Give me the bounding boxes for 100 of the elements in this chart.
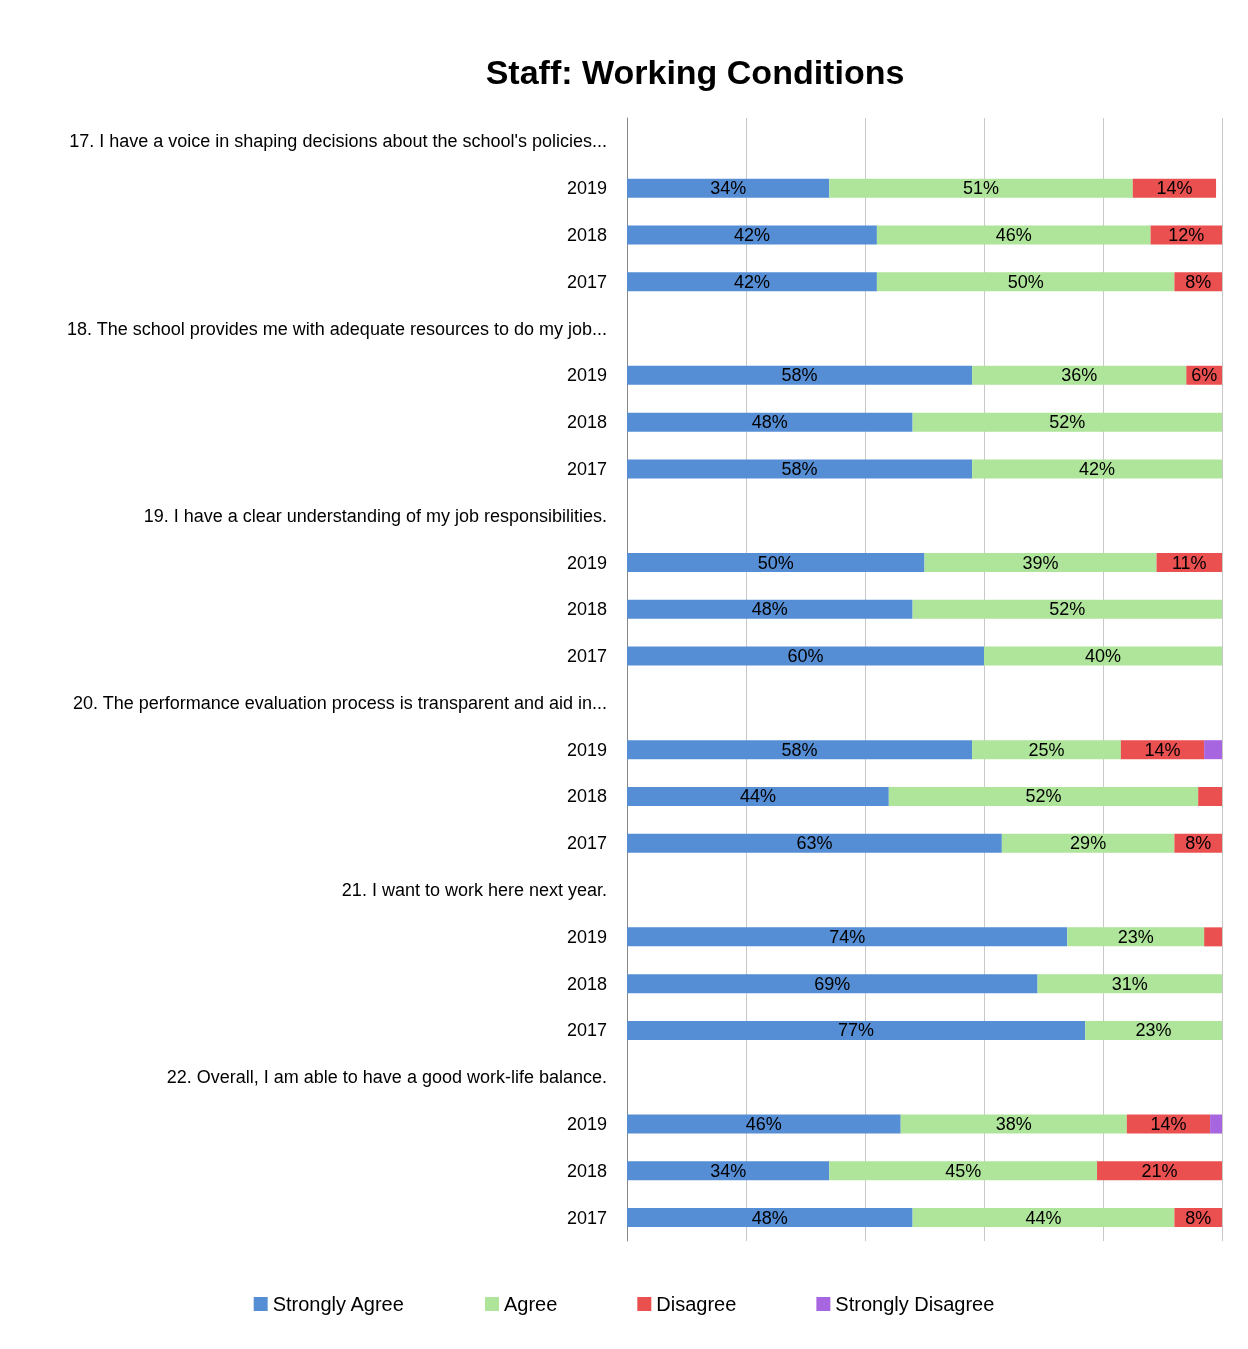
data-label: 51% <box>963 178 1000 199</box>
legend-label: Agree <box>503 1293 558 1315</box>
y-tick-label: 17. I have a voice in shaping decisions about the school's policies... <box>69 131 607 152</box>
chart-title: Staff: Working Conditions <box>485 53 905 91</box>
data-label: 34% <box>710 178 747 199</box>
bar <box>627 786 889 806</box>
data-label: 48% <box>751 1207 788 1228</box>
data-label: 63% <box>796 833 833 854</box>
y-tick-label: 2018 <box>566 412 607 433</box>
y-tick-label: 2017 <box>566 1020 607 1041</box>
data-label: 69% <box>814 973 851 994</box>
bar <box>627 599 913 619</box>
bar <box>876 272 1175 292</box>
data-label: 48% <box>751 412 788 433</box>
y-tick-label: 2017 <box>566 271 607 292</box>
data-label: 23% <box>1117 926 1154 947</box>
data-label: 58% <box>781 365 818 386</box>
data-label: 52% <box>1049 412 1086 433</box>
data-label: 21% <box>1141 1160 1178 1181</box>
bar <box>900 1114 1127 1134</box>
bar <box>627 833 1002 853</box>
data-label: 44% <box>1025 1207 1062 1228</box>
y-tick-label: 19. I have a clear understanding of my job responsibilities. <box>143 505 607 526</box>
y-tick-label: 2017 <box>566 646 607 667</box>
y-tick-label: 2018 <box>566 599 607 620</box>
y-tick-label: 2019 <box>566 365 607 386</box>
data-label: 25% <box>1028 739 1065 760</box>
data-label: 23% <box>1135 1020 1172 1041</box>
y-tick-label: 2018 <box>566 973 607 994</box>
y-tick-label: 21. I want to work here next year. <box>341 880 607 901</box>
data-label: 36% <box>1061 365 1098 386</box>
legend-label: Strongly Disagree <box>835 1293 995 1315</box>
data-label: 38% <box>995 1114 1032 1135</box>
y-tick-label: 2018 <box>566 1160 607 1181</box>
bar <box>876 225 1151 245</box>
data-label: 29% <box>1070 833 1107 854</box>
y-tick-label: 2019 <box>566 926 607 947</box>
bar <box>627 178 830 198</box>
bar <box>627 412 913 432</box>
legend-label: Disagree <box>656 1293 737 1315</box>
bar <box>972 740 1121 760</box>
data-label: 60% <box>787 646 824 667</box>
data-label: 50% <box>1007 271 1044 292</box>
bar <box>627 974 1038 994</box>
bar <box>829 178 1133 198</box>
bar <box>627 1161 830 1181</box>
bar <box>972 459 1222 479</box>
data-label: 11% <box>1171 552 1207 573</box>
data-label: 77% <box>838 1020 875 1041</box>
data-label: 31% <box>1111 973 1148 994</box>
data-label: 42% <box>1079 458 1116 479</box>
bar <box>627 646 984 666</box>
bar <box>627 459 973 479</box>
data-label: 58% <box>781 739 818 760</box>
y-tick-label: 20. The performance evaluation process is transparent and aid in... <box>73 692 607 713</box>
y-tick-label: 2018 <box>566 224 607 245</box>
bar <box>627 1020 1086 1040</box>
bar <box>627 272 877 292</box>
bar <box>972 365 1187 385</box>
y-tick-label: 2019 <box>566 552 607 573</box>
data-label: 8% <box>1185 271 1212 292</box>
y-tick-label: 2017 <box>566 833 607 854</box>
bar <box>627 1114 901 1134</box>
data-label: 48% <box>751 599 788 620</box>
y-tick-label: 2019 <box>566 739 607 760</box>
bar <box>1001 833 1175 853</box>
bar <box>1085 1020 1222 1040</box>
bar <box>912 412 1222 432</box>
bar <box>1204 927 1222 947</box>
bar <box>627 365 973 385</box>
y-tick-label: 2019 <box>566 178 607 199</box>
bar <box>1097 1161 1222 1181</box>
data-label: 12% <box>1168 224 1205 245</box>
data-label: 50% <box>757 552 794 573</box>
bar <box>1198 786 1222 806</box>
data-label: 8% <box>1185 1207 1212 1228</box>
data-label: 34% <box>710 1160 747 1181</box>
bar <box>984 646 1222 666</box>
data-label: 46% <box>745 1114 782 1135</box>
data-label: 14% <box>1150 1114 1187 1135</box>
y-tick-label: 18. The school provides me with adequate resources to do my job... <box>67 318 607 339</box>
data-label: 14% <box>1156 178 1193 199</box>
data-label: 52% <box>1049 599 1086 620</box>
y-tick-label: 22. Overall, I am able to have a good work-life balance. <box>166 1067 607 1088</box>
bar <box>627 740 973 760</box>
data-label: 40% <box>1084 646 1122 667</box>
legend-label: Strongly Agree <box>272 1293 404 1315</box>
data-label: 42% <box>733 271 770 292</box>
data-label: 45% <box>945 1160 982 1181</box>
bar <box>627 1208 913 1228</box>
bar <box>1210 1114 1222 1134</box>
data-label: 74% <box>829 926 866 947</box>
data-label: 44% <box>739 786 776 807</box>
data-label: 14% <box>1144 739 1181 760</box>
bar <box>912 1208 1175 1228</box>
bar <box>627 225 877 245</box>
bar <box>912 599 1222 619</box>
y-tick-label: 2017 <box>566 458 607 479</box>
data-label: 6% <box>1191 365 1218 386</box>
data-label: 39% <box>1022 552 1059 573</box>
